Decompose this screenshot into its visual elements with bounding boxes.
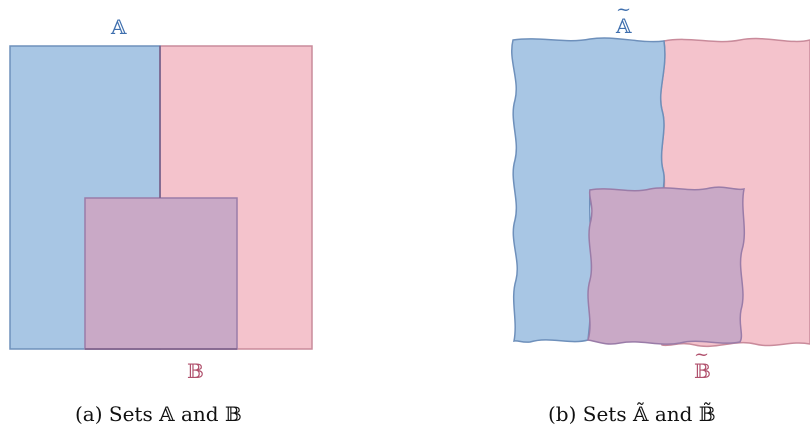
panel-a bbox=[9, 45, 313, 350]
panel-b bbox=[511, 37, 810, 348]
set-a-tilde-label: 𝔸 bbox=[616, 14, 632, 38]
tilde-mark-b: ~ bbox=[694, 344, 710, 365]
intersection-tilde-region bbox=[587, 186, 746, 345]
caption-a: (a) Sets 𝔸 and 𝔹 bbox=[75, 402, 242, 426]
set-b-tilde-label: 𝔹 bbox=[694, 359, 711, 383]
set-a-label: 𝔸 bbox=[111, 15, 127, 39]
intersection-region bbox=[84, 197, 238, 350]
set-a-tilde-region bbox=[511, 37, 666, 343]
tilde-mark-a: ~ bbox=[616, 0, 632, 20]
set-b-label: 𝔹 bbox=[187, 359, 204, 383]
caption-b: (b) Sets 𝔸̃ and 𝔹̃ bbox=[548, 402, 716, 426]
